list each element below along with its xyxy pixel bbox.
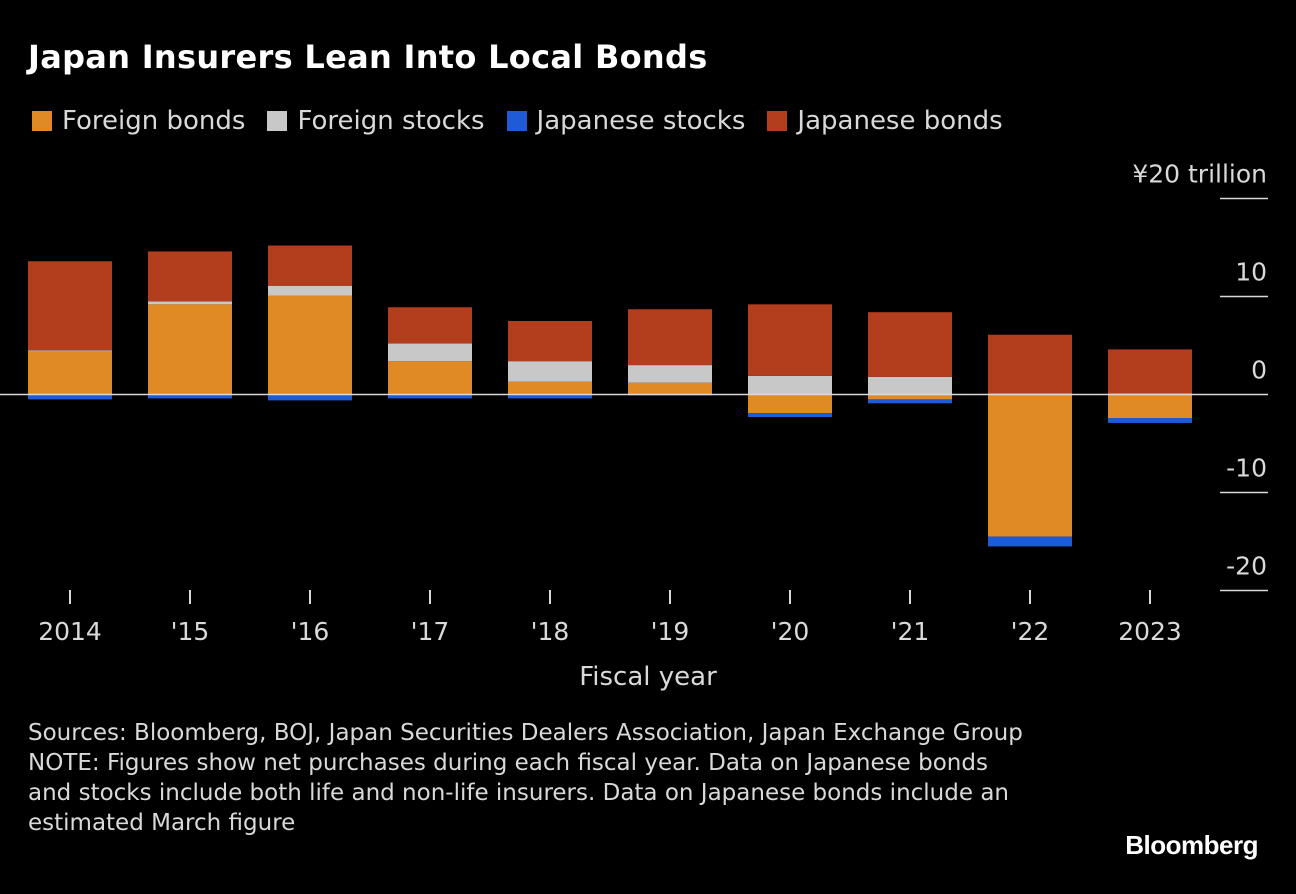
x-tick-label-0: 2014: [38, 617, 102, 646]
legend-label-foreign-bonds: Foreign bonds: [62, 106, 246, 136]
x-axis-title-text: Fiscal year: [579, 662, 717, 692]
bar-foreign-bonds-7: [868, 394, 952, 400]
legend-swatch-japanese-stocks: [506, 111, 527, 131]
chart-title: Japan Insurers Lean Into Local Bonds: [28, 38, 708, 76]
sources-text: Sources: Bloomberg, BOJ, Japan Securitie…: [28, 720, 1023, 746]
legend-item-foreign-bonds: Foreign bonds: [32, 106, 245, 136]
legend-item-japanese-stocks: Japanese stocks: [506, 106, 746, 136]
bar-japanese-bonds-6: [748, 304, 832, 376]
x-tick-label-6: '20: [771, 617, 810, 646]
bar-japanese-bonds-1: [148, 251, 232, 302]
x-tick-label-8: '22: [1011, 617, 1050, 646]
bar-foreign-bonds-5: [628, 382, 712, 395]
bar-foreign-stocks-7: [868, 376, 952, 395]
x-axis-title: Fiscal year: [0, 662, 1296, 692]
legend-label-japanese-stocks: Japanese stocks: [536, 106, 746, 136]
x-tick-label-7: '21: [891, 617, 930, 646]
bar-japanese-bonds-9: [1108, 349, 1192, 394]
bar-foreign-stocks-1: [148, 301, 232, 305]
bar-japanese-stocks-4: [508, 394, 592, 399]
bar-japanese-stocks-9: [1108, 418, 1192, 423]
footnotes: Sources: Bloomberg, BOJ, Japan Securitie…: [28, 718, 1038, 838]
bar-japanese-bonds-5: [628, 309, 712, 366]
bar-foreign-bonds-3: [388, 361, 472, 395]
bar-foreign-bonds-1: [148, 304, 232, 395]
x-tick-label-5: '19: [651, 617, 690, 646]
bloomberg-logo: Bloomberg: [1125, 830, 1258, 860]
y-tick-label-3: -10: [1226, 454, 1267, 483]
legend-label-japanese-bonds: Japanese bonds: [797, 106, 1003, 136]
y-tick-label-1: 10: [1235, 258, 1267, 287]
bar-japanese-stocks-0: [28, 394, 112, 400]
bar-foreign-stocks-4: [508, 361, 592, 382]
bar-japanese-stocks-6: [748, 413, 832, 418]
x-tick-label-2: '16: [291, 617, 330, 646]
bar-foreign-stocks-3: [388, 343, 472, 362]
bar-japanese-bonds-2: [268, 245, 352, 286]
x-tick-label-3: '17: [411, 617, 450, 646]
legend-swatch-japanese-bonds: [767, 111, 788, 131]
bar-foreign-bonds-8: [988, 394, 1072, 537]
bar-foreign-bonds-9: [1108, 394, 1192, 419]
bar-japanese-bonds-3: [388, 307, 472, 344]
y-tick-label-2: 0: [1251, 356, 1267, 385]
bar-foreign-stocks-5: [628, 365, 712, 383]
x-tick-label-1: '15: [171, 617, 210, 646]
legend-swatch-foreign-stocks: [267, 111, 288, 131]
bar-japanese-bonds-0: [28, 261, 112, 351]
bar-foreign-bonds-4: [508, 381, 592, 395]
bar-foreign-bonds-6: [748, 394, 832, 414]
bar-foreign-bonds-0: [28, 351, 112, 395]
y-tick-label-4: -20: [1226, 552, 1267, 581]
x-tick-label-4: '18: [531, 617, 570, 646]
bar-japanese-stocks-3: [388, 394, 472, 399]
x-tick-label-9: 2023: [1118, 617, 1182, 646]
y-tick-label-0: ¥20 trillion: [1132, 160, 1267, 189]
bar-japanese-stocks-8: [988, 536, 1072, 547]
legend: Foreign bonds Foreign stocks Japanese st…: [32, 106, 1025, 136]
bar-japanese-bonds-4: [508, 321, 592, 362]
legend-swatch-foreign-bonds: [32, 111, 52, 131]
legend-item-foreign-stocks: Foreign stocks: [267, 106, 485, 136]
bar-foreign-stocks-0: [28, 350, 112, 352]
legend-item-japanese-bonds: Japanese bonds: [767, 106, 1003, 136]
note-text: NOTE: Figures show net purchases during …: [28, 750, 1009, 836]
bar-foreign-stocks-6: [748, 375, 832, 395]
bar-foreign-bonds-2: [268, 295, 352, 395]
bar-japanese-stocks-1: [148, 394, 232, 399]
legend-label-foreign-stocks: Foreign stocks: [297, 106, 485, 136]
bar-japanese-stocks-7: [868, 399, 952, 404]
bar-japanese-bonds-8: [988, 334, 1072, 394]
bar-japanese-bonds-7: [868, 312, 952, 377]
bar-japanese-stocks-2: [268, 394, 352, 401]
bar-foreign-stocks-2: [268, 285, 352, 296]
